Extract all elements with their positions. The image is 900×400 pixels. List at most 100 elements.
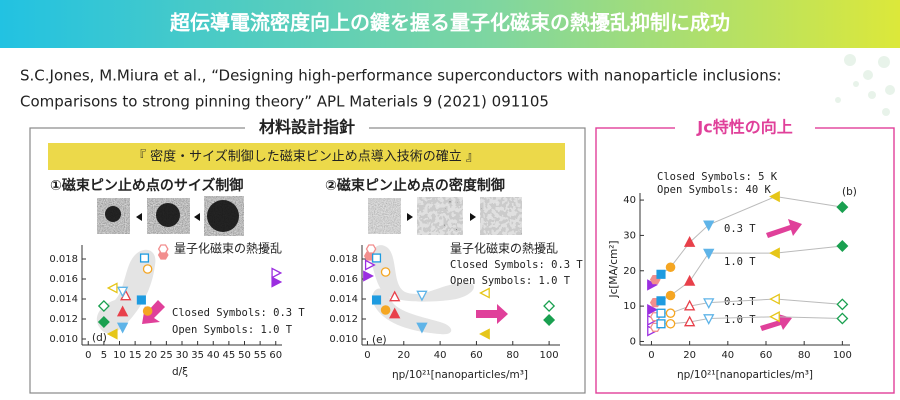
y-tick-label: 0.018: [329, 254, 358, 265]
data-point: [656, 319, 666, 329]
data-point: [836, 312, 849, 325]
panel-title-bg: [245, 118, 369, 138]
annotation: Closed Symbols: 5 K: [657, 171, 778, 183]
dot-pattern: [835, 54, 895, 116]
y-tick-label: 10: [623, 301, 636, 312]
annotation: 0.3 T: [724, 223, 756, 235]
data-point: [106, 282, 118, 294]
data-point: [703, 248, 715, 260]
x-tick-label: 0: [364, 350, 370, 361]
data-point: [416, 322, 428, 334]
annotation: Closed Symbols: 0.3 T: [172, 307, 305, 319]
x-tick-label: 0: [85, 350, 91, 361]
data-point: [271, 267, 283, 279]
data-point: [703, 314, 715, 325]
data-point: [647, 303, 658, 316]
series-line: [651, 196, 843, 286]
annotation: 量子化磁束の熱擾乱: [174, 241, 282, 256]
x-tick-label: 80: [798, 350, 811, 361]
data-point: [371, 295, 382, 305]
y-tick-label: 30: [623, 230, 636, 241]
data-point: [365, 244, 377, 254]
y-tick-label: 0.016: [329, 274, 358, 285]
data-point: [656, 308, 666, 318]
data-point: [769, 293, 780, 305]
data-point: [389, 290, 401, 302]
x-tick-label: 60: [760, 350, 773, 361]
trend-blob: [372, 288, 452, 335]
y-tick-label: 40: [623, 195, 636, 206]
x-tick-label: 50: [238, 350, 251, 361]
page-title: 超伝導電流密度向上の鍵を握る量子化磁束の熱擾乱抑制に成功: [169, 11, 730, 35]
panel-title-bg: [675, 118, 815, 138]
arrow-icon: [136, 213, 142, 221]
data-point: [371, 253, 382, 263]
trend-blob: [371, 245, 474, 302]
y-tick-label: 20: [623, 266, 636, 277]
panel-title: Jc特性の向上: [696, 118, 792, 137]
data-point: [136, 295, 146, 305]
y-tick-label: 0.010: [329, 334, 358, 345]
x-axis-label: ηp/10²¹[nanoparticles/m³]: [677, 369, 813, 381]
x-tick-label: 45: [223, 350, 236, 361]
banner: [48, 143, 565, 170]
arrow-icon: [407, 213, 413, 221]
data-point: [683, 274, 696, 286]
data-point: [116, 286, 129, 298]
panel-label: (e): [372, 334, 387, 346]
data-point: [543, 314, 556, 326]
data-point: [836, 240, 849, 253]
x-tick-label: 60: [470, 350, 483, 361]
x-tick-label: 30: [176, 350, 189, 361]
x-tick-label: 20: [683, 350, 696, 361]
annotation: 0.3 T: [724, 296, 756, 308]
data-point: [665, 262, 676, 273]
tem-image: [97, 198, 130, 234]
y-tick-label: 0.014: [329, 294, 358, 305]
x-axis-label: d/ξ: [172, 366, 188, 378]
data-point: [116, 322, 129, 334]
data-point: [665, 308, 676, 318]
x-tick-label: 40: [207, 350, 220, 361]
x-tick-label: 60: [269, 350, 282, 361]
data-point: [703, 220, 715, 232]
data-point: [543, 300, 556, 312]
section-title: ①磁束ピン止め点のサイズ制御: [50, 177, 243, 194]
y-tick-label: 0: [630, 336, 636, 347]
x-tick-label: 40: [721, 350, 734, 361]
x-axis-label: ηp/10²¹[nanoparticles/m³]: [392, 369, 528, 381]
data-point: [769, 190, 780, 203]
tem-image: [368, 198, 401, 234]
tem-image: [204, 196, 244, 236]
banner-text: 『 密度・サイズ制御した磁束ピン止め点導入技術の確立 』: [133, 149, 479, 165]
tem-image: [480, 197, 522, 235]
section-title: ②磁束ピン止め点の密度制御: [325, 177, 505, 194]
x-tick-label: 100: [540, 350, 559, 361]
y-tick-label: 0.012: [49, 314, 78, 325]
y-tick-label: 0.010: [49, 334, 78, 345]
annotation: Closed Symbols: 0.3 T: [450, 259, 583, 271]
citation-line: S.C.Jones, M.Miura et al., “Designing hi…: [20, 67, 782, 85]
data-point: [665, 319, 676, 329]
data-point: [656, 296, 666, 306]
y-axis-label: Jc[MA/cm²]: [608, 240, 620, 298]
data-point: [769, 311, 780, 323]
data-point: [836, 298, 849, 311]
arrow-icon: [194, 213, 200, 221]
panel-label: (b): [842, 186, 857, 198]
x-tick-label: 40: [434, 350, 447, 361]
y-tick-label: 0.016: [49, 274, 78, 285]
citation-line: Comparisons to strong pinning theory” AP…: [20, 93, 549, 111]
data-point: [106, 328, 118, 340]
panel-label: (d): [92, 332, 107, 344]
x-tick-label: 0: [648, 350, 654, 361]
data-point: [416, 290, 428, 302]
y-tick-label: 0.018: [49, 254, 78, 265]
data-point: [157, 244, 169, 254]
x-tick-label: 55: [254, 350, 267, 361]
data-point: [97, 316, 110, 328]
panel-title: 材料設計指針: [259, 118, 355, 137]
annotation: Open Symbols: 1.0 T: [450, 275, 571, 287]
